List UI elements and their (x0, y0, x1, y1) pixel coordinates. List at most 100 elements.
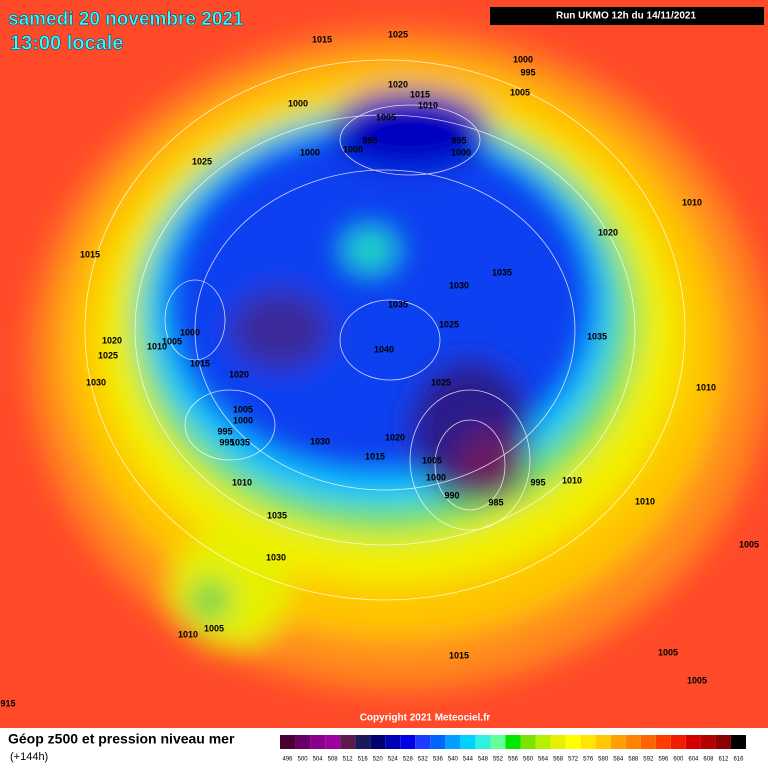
color-swatch (655, 735, 671, 749)
run-info: Run UKMO 12h du 14/11/2021 (556, 11, 696, 22)
isobar-label: 1005 (422, 455, 442, 465)
isobar-label: 1035 (492, 267, 512, 277)
color-swatch (640, 735, 656, 749)
isobar-label: 1005 (162, 336, 182, 346)
isobar-label: 1020 (598, 227, 618, 237)
scale-label: 604 (688, 757, 699, 763)
legend-subtitle: (+144h) (10, 751, 48, 763)
scale-label: 572 (568, 757, 579, 763)
isobar-label: 985 (488, 497, 503, 507)
isobar-label: 990 (444, 490, 459, 500)
isobar-label: 1025 (431, 377, 451, 387)
legend-title: Géop z500 et pression niveau mer (8, 731, 235, 747)
isobar-label: 1000 (233, 415, 253, 425)
color-swatch (610, 735, 626, 749)
isobar-label: 1015 (190, 358, 210, 368)
color-swatch (385, 735, 401, 749)
run-box (490, 7, 764, 25)
scale-label: 584 (613, 757, 624, 763)
scale-label: 516 (358, 757, 369, 763)
color-swatch (625, 735, 641, 749)
scale-label: 592 (643, 757, 654, 763)
color-swatch (490, 735, 506, 749)
isobar-label: 1000 (426, 472, 446, 482)
isobar-label: 1005 (376, 112, 396, 122)
color-swatch (370, 735, 386, 749)
color-swatch (475, 735, 491, 749)
isobar-label: 1035 (267, 510, 287, 520)
isobar-label: 1030 (310, 436, 330, 446)
color-swatch (295, 735, 311, 749)
color-swatch (580, 735, 596, 749)
scale-label: 608 (703, 757, 714, 763)
isobar-label: 1000 (180, 327, 200, 337)
isobar-label: 1010 (147, 341, 167, 351)
scale-label: 520 (373, 757, 384, 763)
field (0, 0, 768, 728)
isobar-label: 1025 (388, 29, 408, 39)
isobar-label: 1010 (562, 475, 582, 485)
color-swatch (430, 735, 446, 749)
color-swatch (520, 735, 536, 749)
isobar-label: 1035 (587, 331, 607, 341)
isobar-label: 995 (451, 135, 466, 145)
color-swatch (565, 735, 581, 749)
color-swatch (325, 735, 341, 749)
isobar-label: 1000 (300, 147, 320, 157)
scale-label: 616 (733, 757, 744, 763)
isobar-label: 1015 (410, 89, 430, 99)
color-swatch (550, 735, 566, 749)
scale-label: 560 (523, 757, 534, 763)
isobar-label: 1010 (178, 629, 198, 639)
scale-label: 612 (718, 757, 729, 763)
color-swatch (685, 735, 701, 749)
color-swatch (340, 735, 356, 749)
isobar-label: 1005 (204, 623, 224, 633)
isobar-label: 1005 (658, 647, 678, 657)
isobar-label: 1020 (229, 369, 249, 379)
isobar-labels: 1015 102510009951005102010151010100010059… (0, 29, 759, 708)
scale-label: 496 (283, 757, 294, 763)
scale-label: 568 (553, 757, 564, 763)
isobar-label: 1030 (86, 377, 106, 387)
scale-label: 512 (343, 757, 354, 763)
scale-label: 588 (628, 757, 639, 763)
isobar-label: 995 (530, 477, 545, 487)
color-swatch (670, 735, 686, 749)
isobar-label: 1040 (374, 344, 394, 354)
isobar-label: 1000 (288, 98, 308, 108)
scale-label: 564 (538, 757, 549, 763)
copyright: Copyright 2021 Meteociel.fr (360, 713, 491, 724)
scale-label: 600 (673, 757, 684, 763)
scale-label: 544 (463, 757, 474, 763)
isobar-label: 1010 (635, 496, 655, 506)
color-swatch (730, 735, 746, 749)
scale-label: 540 (448, 757, 459, 763)
color-swatch (700, 735, 716, 749)
colorbar: 496 500 504 508 512 516 520 524 528 532 536 540 544 5… (280, 735, 746, 763)
isobar-label: 1005 (510, 87, 530, 97)
isobar-label: 1035 (388, 299, 408, 309)
color-swatch (415, 735, 431, 749)
isobar-label: 1015 (449, 650, 469, 660)
scale-label: 500 (298, 757, 309, 763)
isobar-label: 1015 (80, 249, 100, 259)
isobar-label: 1010 (696, 382, 716, 392)
isobar-label: 1005 (233, 404, 253, 414)
color-swatch (715, 735, 731, 749)
isobar-label: 1010 (418, 100, 438, 110)
isobar-label: 1030 (449, 280, 469, 290)
scale-label: 580 (598, 757, 609, 763)
isobar-label: 1020 (102, 335, 122, 345)
isobar-label: 1035 (230, 437, 250, 447)
color-swatch (355, 735, 371, 749)
scale-label: 552 (493, 757, 504, 763)
isobar-label: 995 (520, 67, 535, 77)
isobar-label: 1015 (365, 451, 385, 461)
isobar-label: 995 (219, 437, 234, 447)
isobar-label: 1025 (98, 350, 118, 360)
isobar-label: 1010 (232, 477, 252, 487)
isobar-label: 1010 (682, 197, 702, 207)
time-title: 13:00 locale (10, 32, 123, 54)
